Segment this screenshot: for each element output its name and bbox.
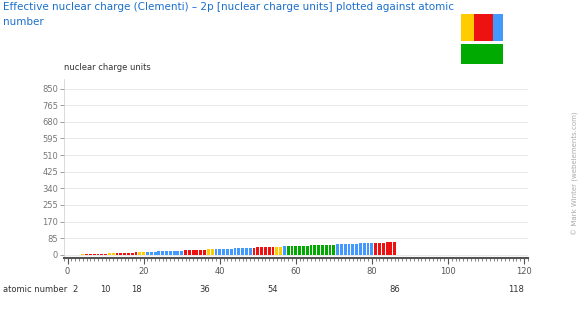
Bar xyxy=(131,253,133,255)
Bar xyxy=(173,251,176,255)
Bar xyxy=(222,249,225,255)
Bar xyxy=(237,248,240,255)
Bar xyxy=(287,246,289,255)
Bar xyxy=(211,249,213,255)
Bar xyxy=(108,254,111,255)
Bar xyxy=(363,243,365,255)
Bar xyxy=(154,252,157,255)
Bar xyxy=(260,247,263,255)
Bar xyxy=(386,243,389,255)
Bar xyxy=(382,243,385,255)
Bar xyxy=(127,253,130,255)
Bar xyxy=(393,242,396,255)
Bar xyxy=(298,246,301,255)
Bar xyxy=(367,243,369,255)
Text: 86: 86 xyxy=(389,285,400,294)
Bar xyxy=(165,251,168,255)
Bar xyxy=(100,254,103,255)
Bar xyxy=(241,248,244,255)
Bar xyxy=(310,245,313,255)
Bar xyxy=(97,254,99,255)
Text: 2: 2 xyxy=(72,285,78,294)
Text: number: number xyxy=(3,17,43,27)
Text: nuclear charge units: nuclear charge units xyxy=(64,63,151,72)
Bar xyxy=(344,244,347,255)
Bar xyxy=(245,248,248,255)
Text: 18: 18 xyxy=(130,285,142,294)
Bar xyxy=(306,246,309,255)
Bar xyxy=(252,248,255,255)
Bar xyxy=(180,250,183,255)
Text: Effective nuclear charge (Clementi) – 2p [nuclear charge units] plotted against : Effective nuclear charge (Clementi) – 2p… xyxy=(3,2,454,12)
Bar xyxy=(200,250,202,255)
Bar xyxy=(329,245,331,255)
Bar xyxy=(302,246,305,255)
Bar xyxy=(264,247,267,255)
Bar xyxy=(378,243,381,255)
Bar xyxy=(195,250,198,255)
Bar xyxy=(389,242,392,255)
Text: © Mark Winter (webelements.com): © Mark Winter (webelements.com) xyxy=(572,112,579,235)
Bar xyxy=(347,244,350,255)
Bar xyxy=(191,250,194,255)
Bar xyxy=(359,243,362,255)
Bar xyxy=(161,251,164,255)
Bar xyxy=(268,247,271,255)
Bar xyxy=(139,252,142,255)
Bar xyxy=(112,253,115,255)
Bar xyxy=(150,252,153,255)
Text: atomic number: atomic number xyxy=(3,285,67,294)
Bar xyxy=(218,249,221,255)
Bar xyxy=(169,251,172,255)
Bar xyxy=(283,246,286,255)
Bar xyxy=(336,244,339,255)
Bar xyxy=(184,250,187,255)
Bar xyxy=(279,247,282,255)
Bar xyxy=(157,251,160,255)
Text: 36: 36 xyxy=(199,285,210,294)
Bar xyxy=(89,254,92,255)
Bar xyxy=(119,253,122,255)
Bar xyxy=(230,249,233,255)
Bar xyxy=(355,243,358,255)
Bar xyxy=(146,252,149,255)
Bar xyxy=(234,248,237,255)
Bar xyxy=(215,249,218,255)
Bar xyxy=(188,250,191,255)
Bar xyxy=(291,246,293,255)
Bar xyxy=(276,247,278,255)
Bar xyxy=(371,243,374,255)
Bar xyxy=(104,254,107,255)
Text: 118: 118 xyxy=(509,285,524,294)
Bar xyxy=(123,253,126,255)
Bar xyxy=(295,246,297,255)
Bar xyxy=(93,254,96,255)
Bar xyxy=(176,251,179,255)
Bar xyxy=(142,252,145,255)
Text: 10: 10 xyxy=(100,285,111,294)
Bar xyxy=(325,245,328,255)
Bar xyxy=(374,243,377,255)
Bar xyxy=(249,248,252,255)
Bar xyxy=(271,247,274,255)
Bar xyxy=(85,254,88,255)
Bar xyxy=(313,245,316,255)
Bar xyxy=(332,244,335,255)
Bar xyxy=(135,252,137,255)
Bar xyxy=(207,249,210,255)
Bar xyxy=(115,253,118,255)
Bar xyxy=(203,249,206,255)
Text: 54: 54 xyxy=(268,285,278,294)
Bar xyxy=(340,244,343,255)
Bar xyxy=(351,244,354,255)
Bar xyxy=(256,248,259,255)
Bar xyxy=(321,245,324,255)
Bar xyxy=(226,249,229,255)
Bar xyxy=(317,245,320,255)
